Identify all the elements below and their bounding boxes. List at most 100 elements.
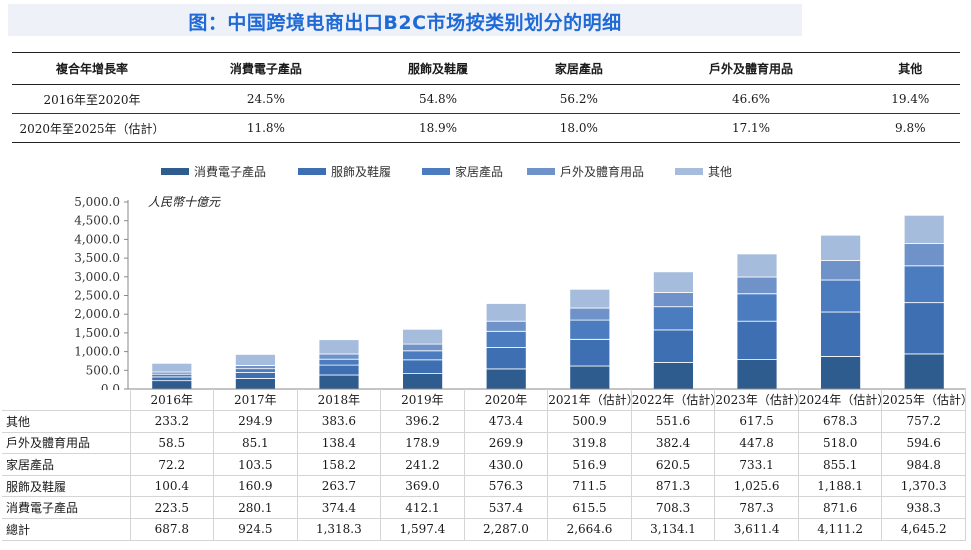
data-table-body: 其他 233.2 294.9 383.6 396.2 473.4 500.9 551.6 617… [2, 410, 966, 541]
data-cell: 551.6 [630, 410, 716, 433]
row-label: 其他 [2, 410, 131, 433]
data-cell: 233.2 [129, 410, 215, 433]
data-cell: 138.4 [296, 431, 382, 455]
legend-swatch [527, 167, 555, 175]
data-cell: 447.8 [714, 431, 799, 455]
data-cell: 855.1 [797, 453, 883, 476]
legend-label: 其他 [708, 164, 733, 179]
row-label: 家居產品 [2, 453, 131, 476]
y-tick-label: 1,500.0 [74, 326, 120, 340]
legend-label: 服飾及鞋履 [331, 164, 392, 179]
y-tick-label: 3,000.0 [74, 270, 120, 284]
data-cell: 72.2 [129, 453, 215, 476]
legend-item: 服飾及鞋履 [298, 163, 391, 179]
data-cell: 158.2 [296, 453, 382, 476]
cagr-header-cell: 家居產品 [516, 52, 642, 85]
y-tick-label: 2,500.0 [74, 289, 120, 303]
bar-segment [318, 374, 360, 390]
cagr-header-cell: 服飾及鞋履 [359, 52, 517, 85]
data-cell: 241.2 [380, 453, 465, 476]
row-label: 總計 [2, 518, 131, 541]
bar-segment [234, 372, 276, 379]
row-label: 戶外及體育用品 [2, 431, 131, 455]
bar-segment [402, 350, 444, 361]
bar-segment [820, 260, 861, 281]
bar-segment [234, 368, 276, 373]
year-header-cell: 2016年 [129, 389, 215, 412]
data-cell: 269.9 [463, 431, 549, 455]
data-cell: 617.5 [714, 410, 799, 433]
data-table-row: 家居產品 72.2 103.5 158.2 241.2 430.0 516.9 620.5 73… [2, 453, 966, 476]
data-cell: 374.4 [296, 496, 382, 520]
data-cell: 4,645.2 [881, 518, 966, 541]
bar-segment [903, 243, 945, 267]
cagr-header-cell: 複合年增長率 [12, 52, 172, 85]
bar-segment [820, 279, 861, 313]
bar-segment [569, 365, 611, 390]
y-tick-label: 2,000.0 [74, 307, 120, 321]
cagr-row: 2020年至2025年（估計） 11.8% 18.9% 18.0% 17.1% … [12, 113, 960, 143]
data-cell: 1,318.3 [296, 518, 382, 541]
cagr-period-cell: 2020年至2025年（估計） [12, 113, 172, 143]
data-cell: 518.0 [797, 431, 883, 455]
y-tick-label: 4,000.0 [74, 232, 120, 246]
bar-segment [318, 364, 360, 376]
data-cell: 3,611.4 [714, 518, 799, 541]
bar-segment [151, 362, 193, 373]
bar-segment [653, 362, 694, 390]
bar-segment [736, 293, 778, 322]
bar-segment [653, 292, 694, 308]
bar-segment [569, 288, 611, 309]
data-table: 2016年 2017年 2018年 2019年 2020年 2021年（估計） … [2, 389, 966, 541]
year-header-cell: 2017年 [213, 389, 298, 412]
data-cell: 620.5 [630, 453, 716, 476]
data-cell: 733.1 [714, 453, 799, 476]
data-cell: 280.1 [213, 496, 298, 520]
data-table-row: 總計 687.8 924.5 1,318.3 1,597.4 2,287.0 2,664.6… [2, 518, 966, 541]
bar-segment [318, 353, 360, 360]
cagr-value-cell: 56.2% [516, 84, 642, 114]
data-cell: 594.6 [881, 431, 966, 455]
cagr-period-cell: 2016年至2020年 [12, 84, 172, 114]
data-cell: 687.8 [129, 518, 215, 541]
year-header-cell: 2018年 [296, 389, 382, 412]
legend-item: 其他 [675, 163, 732, 179]
row-label: 服飾及鞋履 [2, 474, 131, 498]
data-cell: 294.9 [213, 410, 298, 433]
bar-segment [402, 373, 444, 390]
bar-segment [402, 328, 444, 345]
bar-segment [903, 353, 945, 390]
y-tick-label: 5,000.0 [74, 195, 120, 209]
data-cell: 1,370.3 [881, 474, 966, 498]
data-cell: 708.3 [630, 496, 716, 520]
bar-segment [653, 271, 694, 293]
bar-segment [820, 234, 861, 262]
data-cell: 103.5 [213, 453, 298, 476]
stacked-bar-chart: 人民幣十億元 0.0 500.0 1,000.0 1,500.0 2,000.0 2,50… [74, 195, 966, 390]
data-cell: 160.9 [213, 474, 298, 498]
legend-label: 消費電子產品 [194, 164, 267, 179]
bar-segment [485, 346, 527, 370]
y-tick-label: 1,000.0 [74, 345, 120, 359]
data-cell: 382.4 [630, 431, 716, 455]
y-tick-label: 500.0 [86, 363, 120, 377]
legend-item: 家居產品 [422, 163, 503, 179]
chart-legend: 消費電子產品 服飾及鞋履 家居產品 戶外及體育用品 其他 [0, 163, 971, 179]
data-cell: 396.2 [380, 410, 465, 433]
bar-segment [234, 353, 276, 366]
year-header-cell: 2021年（估計） [547, 389, 632, 412]
legend-label: 家居產品 [455, 164, 504, 179]
data-cell: 263.7 [296, 474, 382, 498]
bar-segment [653, 306, 694, 331]
legend-swatch [161, 167, 189, 175]
bar-segment [402, 343, 444, 352]
bar-segment [820, 311, 861, 357]
bar-segment [234, 378, 276, 390]
cagr-value-cell: 11.8% [172, 113, 360, 143]
bar-segment [903, 265, 945, 304]
bar-segment [318, 358, 360, 366]
data-cell: 369.0 [380, 474, 465, 498]
legend-swatch [675, 167, 703, 175]
bar-segment [485, 320, 527, 332]
data-cell: 178.9 [380, 431, 465, 455]
